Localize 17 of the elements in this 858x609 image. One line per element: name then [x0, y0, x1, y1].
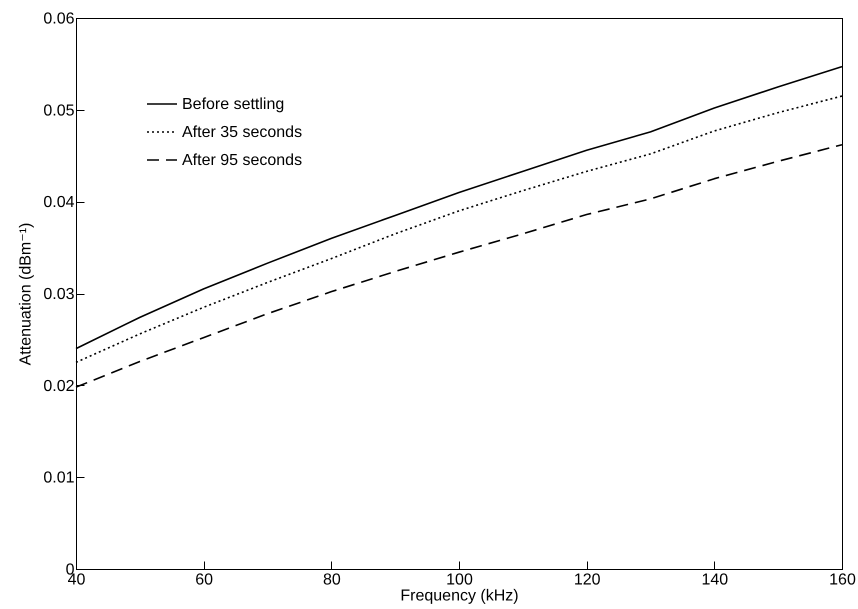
x-tick-label: 80 [322, 572, 341, 588]
y-tick-label: 0.01 [43, 470, 75, 487]
x-tick-label: 120 [574, 572, 601, 588]
y-tick-label: 0.06 [43, 10, 75, 28]
y-tick-label: 0.05 [43, 102, 75, 120]
x-axis-title: Frequency (kHz) [400, 588, 519, 604]
x-tick-label: 140 [701, 572, 728, 588]
legend-label: After 95 seconds [182, 152, 302, 169]
y-tick-label: 0.03 [43, 286, 75, 303]
y-tick-label: 0.04 [43, 194, 75, 212]
x-tick-label: 60 [195, 572, 214, 588]
x-tick-label: 160 [829, 572, 856, 588]
y-axis-title: Attenuation (dBm⁻¹) [17, 222, 34, 366]
legend-label: Before settling [182, 96, 284, 113]
x-tick-label: 100 [446, 572, 473, 588]
y-tick-label: 0.02 [43, 378, 75, 395]
legend-label: After 35 seconds [182, 124, 302, 141]
